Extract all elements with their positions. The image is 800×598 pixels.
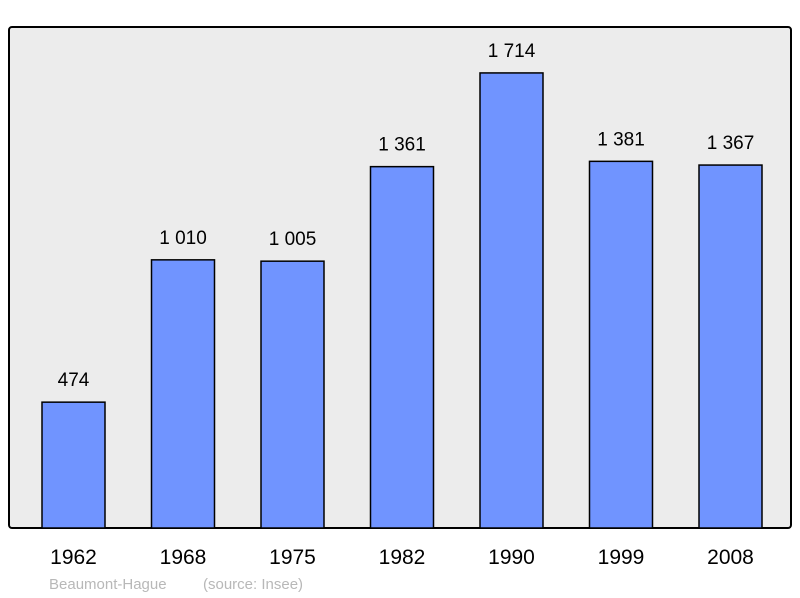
data-label-1999: 1 381	[597, 129, 645, 150]
x-tick-1982: 1982	[379, 546, 426, 569]
bar-1999	[588, 160, 654, 529]
x-tick-1975: 1975	[269, 546, 316, 569]
bar-1982	[369, 165, 435, 529]
data-label-1968: 1 010	[159, 228, 207, 249]
data-label-1975: 1 005	[269, 229, 317, 250]
data-label-1962: 474	[58, 370, 90, 391]
data-label-1990: 1 714	[488, 41, 536, 62]
data-label-2008: 1 367	[707, 133, 755, 154]
footer-commune: Beaumont-Hague	[49, 576, 167, 593]
bar-1962	[41, 401, 106, 529]
footer-source: (source: Insee)	[203, 576, 303, 593]
x-tick-1968: 1968	[160, 546, 207, 569]
bar-1975	[260, 260, 325, 529]
x-tick-1999: 1999	[598, 546, 645, 569]
x-tick-1962: 1962	[50, 546, 97, 569]
x-tick-1990: 1990	[488, 546, 535, 569]
bar-1990	[479, 72, 544, 529]
bar-2008	[698, 164, 763, 529]
bar-1968	[150, 259, 216, 529]
x-tick-2008: 2008	[707, 546, 754, 569]
data-label-1982: 1 361	[378, 135, 426, 156]
